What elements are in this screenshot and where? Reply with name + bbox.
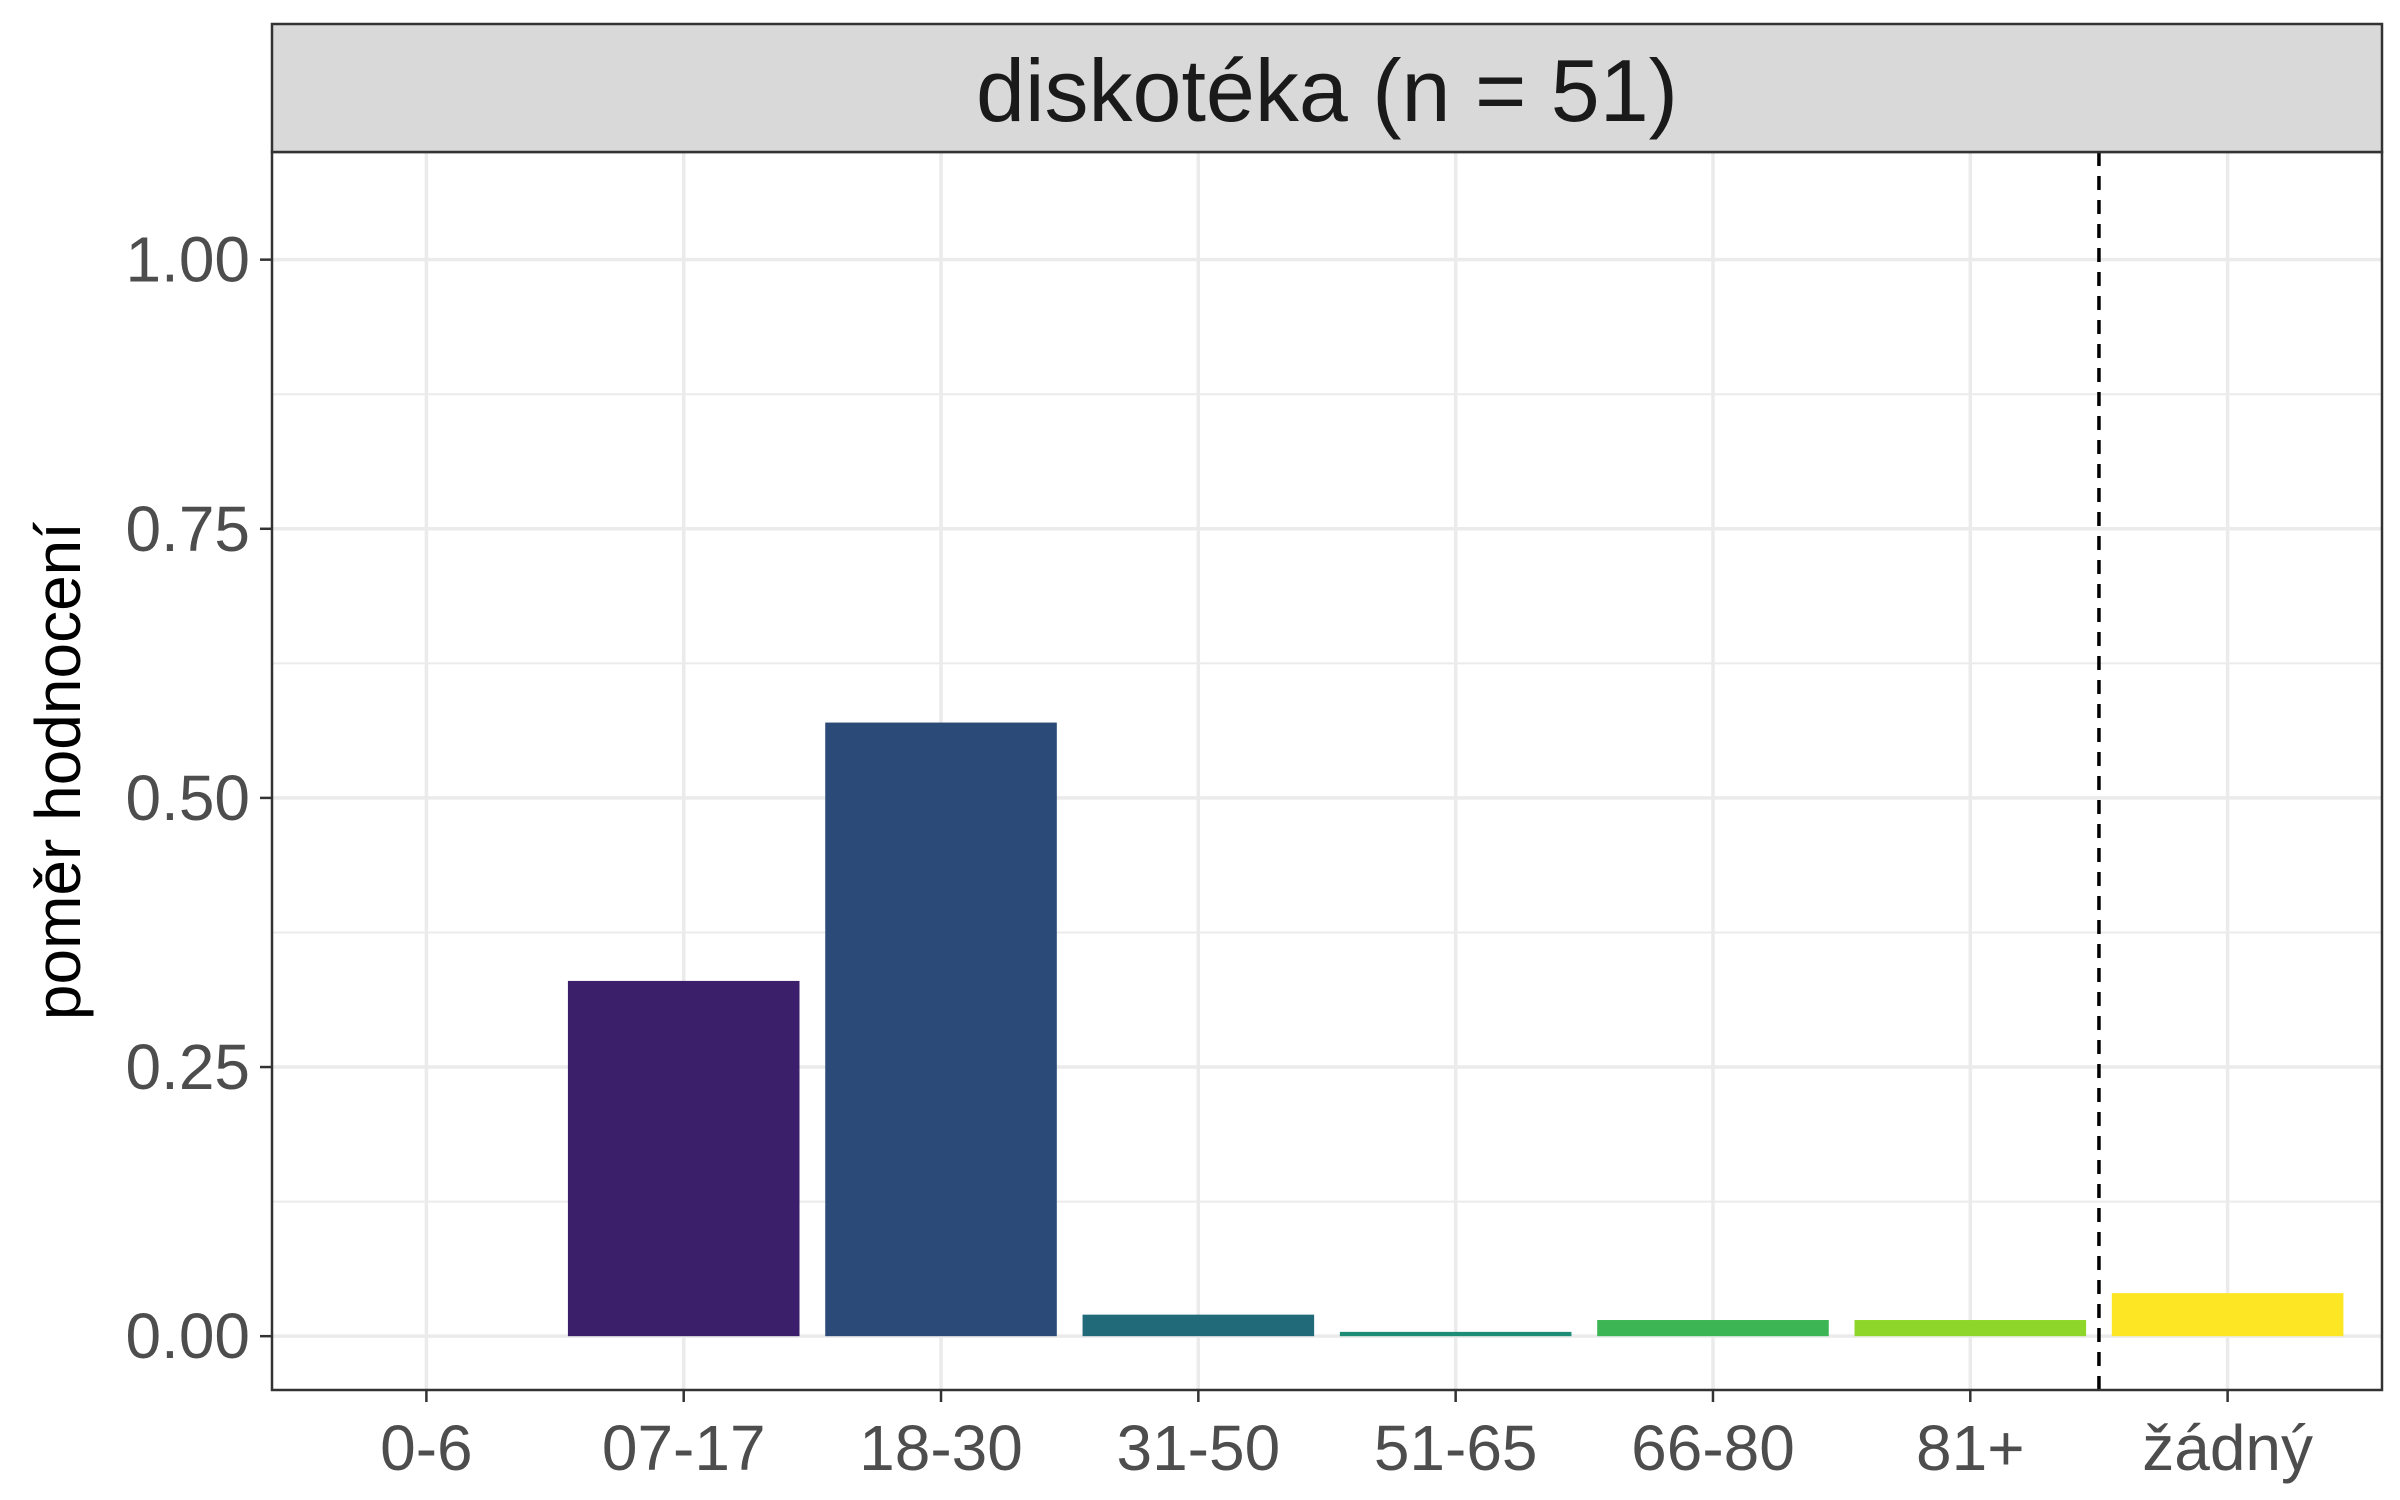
x-tick-label: 51-65 <box>1374 1412 1538 1484</box>
x-tick-label: 31-50 <box>1116 1412 1280 1484</box>
bars <box>567 722 2344 1337</box>
x-tick-label: 07-17 <box>602 1412 766 1484</box>
y-tick-label: 0.25 <box>125 1031 250 1103</box>
x-tick-label: 81+ <box>1916 1412 2025 1484</box>
bar-51-65 <box>1339 1331 1572 1337</box>
bar-18-30 <box>825 722 1057 1337</box>
facet-title: diskotéka (n = 51) <box>976 41 1678 140</box>
x-tick-label: 18-30 <box>859 1412 1023 1484</box>
bar-31-50 <box>1082 1314 1315 1337</box>
y-tick-label: 0.00 <box>125 1300 250 1372</box>
y-tick-label: 0.75 <box>125 493 250 565</box>
y-tick-label: 1.00 <box>125 224 250 296</box>
bar-žádný <box>2111 1293 2344 1337</box>
facet-strip <box>270 22 2384 154</box>
x-tick-label: 66-80 <box>1631 1412 1795 1484</box>
x-tick-label: žádný <box>2142 1412 2313 1484</box>
y-axis: 0.00 0.25 0.50 0.75 1.00 <box>125 224 272 1372</box>
y-tick-label: 0.50 <box>125 762 250 834</box>
bar-66-80 <box>1597 1320 1829 1337</box>
bar-81+ <box>1854 1320 2087 1337</box>
bar-07-17 <box>567 980 800 1337</box>
y-axis-title: poměr hodnocení <box>22 522 94 1020</box>
x-axis: 0-6 07-17 18-30 31-50 51-65 66-80 81+ žádný <box>380 1390 2313 1484</box>
x-tick-label: 0-6 <box>380 1412 473 1484</box>
